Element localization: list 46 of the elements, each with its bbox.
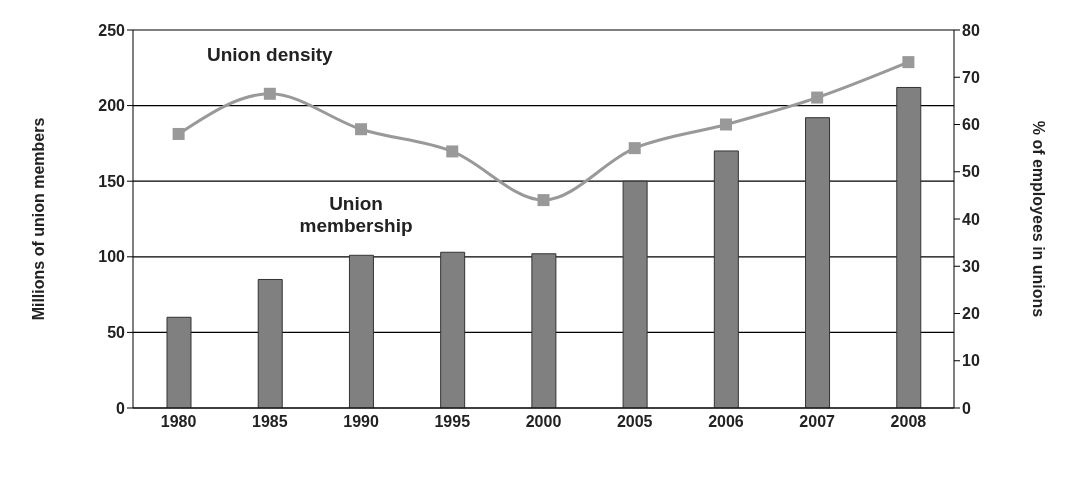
x-tick-label: 2008	[890, 413, 927, 431]
bar	[896, 86, 922, 408]
series-label: Union density	[206, 43, 334, 66]
y-tick-label: 100	[98, 248, 126, 266]
x-tick-label: 1995	[434, 413, 471, 431]
point	[628, 142, 641, 155]
point	[355, 123, 368, 136]
y2-tick-label: 30	[962, 257, 980, 275]
y2-tick-label: 20	[962, 305, 980, 323]
x-tick-label: 2005	[616, 413, 653, 431]
bar	[348, 254, 374, 408]
y2-tick-label: 70	[962, 68, 980, 86]
point	[446, 145, 459, 158]
y-tick-label: 150	[98, 172, 126, 190]
x-tick-label: 1980	[160, 413, 197, 431]
y-tick-label: 250	[98, 21, 126, 39]
point	[811, 91, 824, 104]
y-tick-label: 50	[107, 324, 126, 342]
y2-tick-label: 50	[962, 163, 980, 181]
y-axis-title: Millions of union members	[29, 117, 47, 321]
bar	[805, 117, 831, 408]
bar	[531, 253, 557, 408]
point	[719, 118, 732, 131]
point	[902, 56, 915, 69]
point	[172, 127, 185, 140]
y2-tick-label: 40	[962, 210, 980, 228]
x-tick-label: 2000	[525, 413, 562, 431]
y2-tick-label: 80	[962, 21, 980, 39]
y2-tick-label: 10	[962, 352, 980, 370]
bar	[166, 316, 192, 408]
bar	[440, 251, 466, 408]
bar	[257, 278, 283, 408]
point	[263, 87, 276, 100]
y2-tick-label: 0	[962, 399, 971, 417]
y-tick-label: 0	[116, 399, 126, 417]
y2-axis-title: % of employees in unions	[1030, 120, 1048, 318]
bar	[713, 150, 739, 408]
x-tick-label: 2006	[708, 413, 744, 431]
x-tick-label: 1985	[252, 413, 288, 431]
y2-tick-label: 60	[962, 116, 980, 134]
bar	[622, 180, 648, 408]
y-tick-label: 200	[98, 97, 126, 115]
series-label: Union membership	[298, 193, 414, 238]
x-tick-label: 1990	[343, 413, 379, 431]
point	[537, 194, 550, 207]
x-tick-label: 2007	[799, 413, 836, 431]
